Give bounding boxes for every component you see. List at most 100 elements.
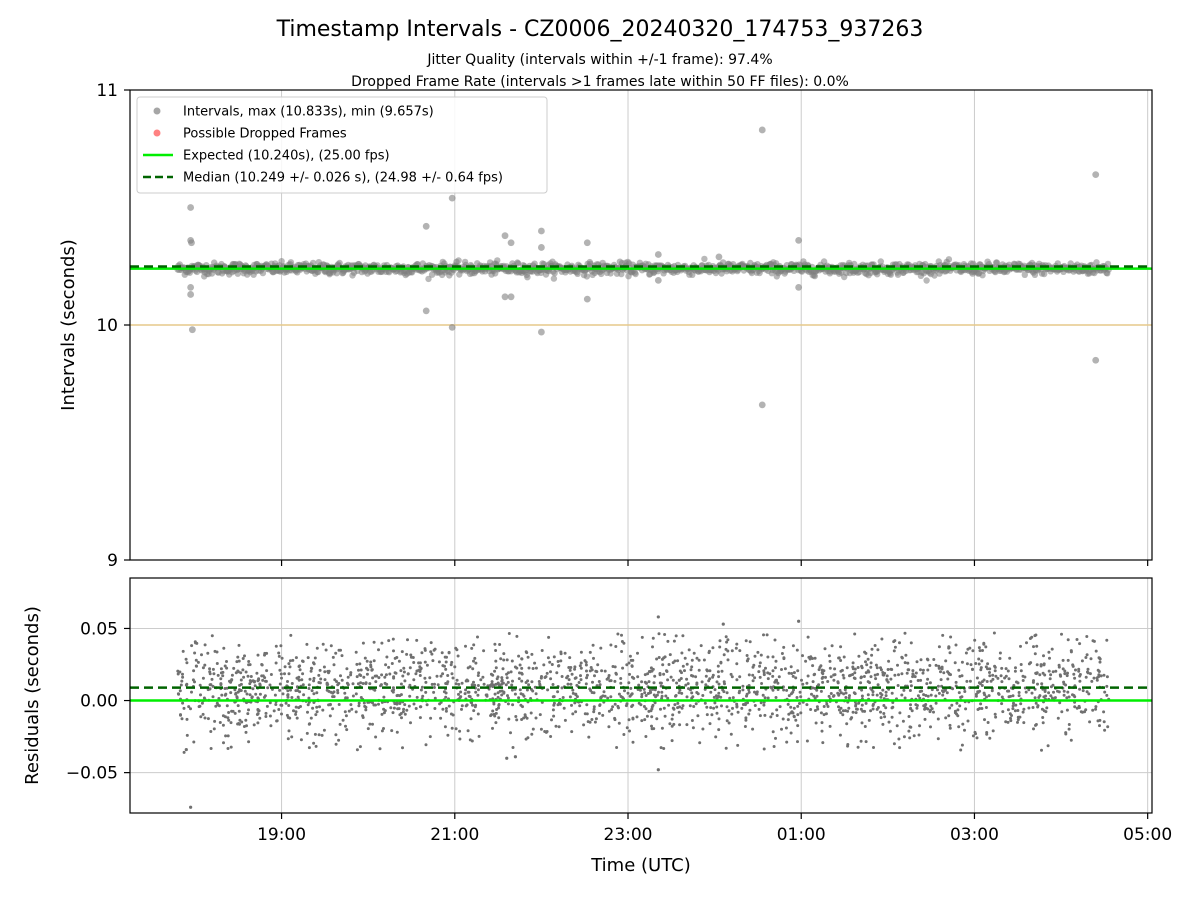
- residual-point: [1011, 707, 1015, 711]
- residual-point: [930, 688, 934, 692]
- residual-point: [986, 721, 990, 724]
- residual-point: [211, 684, 215, 688]
- residual-point: [979, 668, 983, 672]
- residual-point: [1001, 710, 1005, 714]
- residual-point: [400, 716, 403, 720]
- residual-point: [1092, 676, 1096, 680]
- residual-point: [717, 691, 721, 695]
- residual-point: [713, 701, 717, 705]
- residual-point: [907, 729, 911, 733]
- residual-point: [517, 696, 521, 700]
- residual-point: [751, 679, 755, 683]
- residual-point: [380, 712, 384, 716]
- residual-point: [621, 666, 625, 670]
- residual-point: [274, 644, 278, 648]
- residual-point: [614, 645, 618, 648]
- residual-point: [798, 690, 802, 694]
- residual-point: [780, 727, 783, 731]
- residual-point: [928, 664, 932, 667]
- residual-point: [1000, 680, 1004, 684]
- residual-point: [903, 661, 907, 665]
- residual-point: [1007, 677, 1011, 681]
- residual-point: [685, 695, 689, 699]
- residual-point: [863, 650, 867, 654]
- residual-point: [216, 673, 220, 677]
- residual-point: [185, 661, 189, 665]
- residual-point: [696, 714, 700, 718]
- residual-point: [406, 638, 409, 642]
- residual-point: [209, 730, 213, 733]
- residual-point: [241, 657, 245, 660]
- residual-point: [445, 655, 448, 659]
- residual-point: [901, 719, 905, 723]
- residual-point: [753, 654, 757, 658]
- residual-point: [305, 642, 309, 646]
- residual-point: [909, 684, 913, 688]
- residual-point: [650, 727, 654, 731]
- residual-point: [288, 659, 292, 663]
- residual-point: [294, 712, 298, 716]
- residual-point: [472, 659, 475, 663]
- residual-point: [791, 711, 795, 715]
- residual-point: [758, 661, 762, 665]
- residual-point: [813, 672, 817, 676]
- residual-point: [424, 690, 428, 694]
- residual-point: [876, 672, 880, 676]
- residual-point: [890, 715, 894, 719]
- residual-point: [261, 674, 265, 678]
- residual-point: [1047, 669, 1051, 673]
- interval-outlier-point: [422, 222, 430, 230]
- residual-point: [520, 666, 524, 670]
- residual-point: [811, 680, 815, 684]
- residual-point: [235, 695, 239, 699]
- residual-point: [996, 676, 1000, 680]
- residual-point: [488, 683, 492, 687]
- residual-point: [424, 680, 428, 684]
- residual-point: [805, 703, 809, 707]
- residual-point: [263, 653, 266, 657]
- residual-point: [660, 690, 664, 694]
- residual-point: [472, 643, 476, 647]
- residual-point: [1016, 681, 1020, 685]
- residual-point: [770, 712, 774, 716]
- residual-point: [236, 655, 240, 659]
- residual-point: [253, 684, 257, 688]
- residual-point: [954, 643, 958, 647]
- residual-point: [543, 676, 547, 679]
- residual-point: [313, 656, 317, 660]
- residual-point: [402, 707, 406, 711]
- residual-point: [653, 688, 657, 692]
- residual-point: [227, 718, 231, 722]
- residual-point: [203, 663, 207, 667]
- residual-point: [994, 715, 998, 719]
- residual-point: [286, 737, 290, 741]
- residual-point: [1022, 721, 1026, 725]
- residual-point: [726, 649, 730, 653]
- residual-point: [866, 669, 870, 673]
- interval-outlier-point: [187, 204, 195, 211]
- residual-point: [789, 665, 793, 669]
- residual-point: [600, 695, 603, 699]
- residual-point: [911, 675, 915, 679]
- residual-point: [441, 707, 445, 711]
- residual-point: [424, 743, 428, 747]
- residual-point: [1074, 668, 1077, 672]
- residual-point: [600, 669, 604, 673]
- residual-point: [888, 729, 892, 733]
- residual-point: [284, 701, 288, 705]
- residual-point: [707, 651, 711, 655]
- residual-point: [729, 672, 733, 676]
- residual-point: [571, 691, 575, 695]
- residual-point: [725, 640, 729, 644]
- residual-point: [837, 705, 840, 709]
- residual-point: [339, 674, 342, 678]
- residual-point: [372, 659, 376, 663]
- residual-point: [670, 717, 674, 721]
- residual-point: [714, 735, 718, 739]
- residual-point: [971, 668, 974, 671]
- residual-point: [222, 741, 225, 745]
- residual-point: [420, 651, 424, 655]
- residual-point: [1062, 689, 1066, 693]
- residual-point: [476, 712, 480, 716]
- residual-point: [679, 677, 683, 680]
